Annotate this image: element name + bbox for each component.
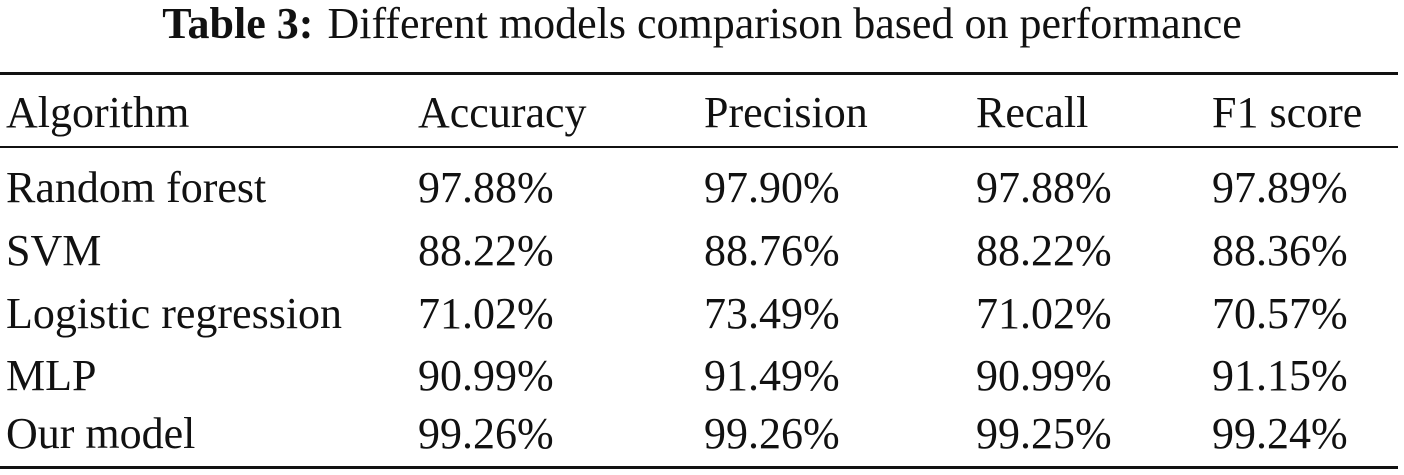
recall-cell: 88.22% [976,226,1112,275]
recall-cell: 71.02% [976,289,1112,338]
header-algorithm: Algorithm [6,88,190,137]
f1-score-cell: 97.89% [1212,163,1348,212]
accuracy-cell: 97.88% [418,163,554,212]
caption-text: Different models comparison based on per… [327,0,1242,48]
table-caption: Table 3: Different models comparison base… [0,0,1404,52]
header-precision: Precision [704,88,868,137]
header-recall: Recall [976,88,1089,137]
precision-cell: 88.76% [704,226,840,275]
header-rule [0,146,1398,148]
algorithm-cell: MLP [6,351,97,400]
recall-cell: 99.25% [976,409,1112,458]
table-row: Logistic regression 71.02% 73.49% 71.02%… [0,284,1398,344]
accuracy-cell: 88.22% [418,226,554,275]
precision-cell: 97.90% [704,163,840,212]
header-row: Algorithm Accuracy Precision Recall F1 s… [0,83,1398,143]
caption-label: Table 3: [162,0,314,48]
precision-cell: 99.26% [704,409,840,458]
bottom-rule [0,466,1398,469]
table-row: Our model 99.26% 99.26% 99.25% 99.24% [0,404,1398,464]
f1-score-cell: 99.24% [1212,409,1348,458]
header-f1-score: F1 score [1212,88,1363,137]
accuracy-cell: 71.02% [418,289,554,338]
algorithm-cell: Random forest [6,163,267,212]
algorithm-cell: Logistic regression [6,289,343,338]
accuracy-cell: 90.99% [418,351,554,400]
precision-cell: 73.49% [704,289,840,338]
recall-cell: 90.99% [976,351,1112,400]
header-accuracy: Accuracy [418,88,587,137]
table-row: SVM 88.22% 88.76% 88.22% 88.36% [0,221,1398,281]
precision-cell: 91.49% [704,351,840,400]
table-row: MLP 90.99% 91.49% 90.99% 91.15% [0,346,1398,406]
algorithm-cell: Our model [6,409,196,458]
f1-score-cell: 91.15% [1212,351,1348,400]
algorithm-cell: SVM [6,226,102,275]
table-row: Random forest 97.88% 97.90% 97.88% 97.89… [0,158,1398,218]
recall-cell: 97.88% [976,163,1112,212]
top-rule [0,72,1398,75]
f1-score-cell: 88.36% [1212,226,1348,275]
f1-score-cell: 70.57% [1212,289,1348,338]
accuracy-cell: 99.26% [418,409,554,458]
